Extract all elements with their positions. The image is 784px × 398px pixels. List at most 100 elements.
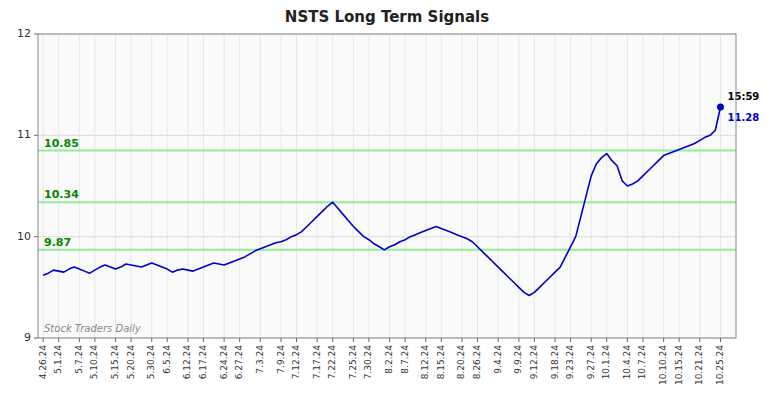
x-grid-line bbox=[555, 34, 556, 338]
x-tick bbox=[151, 338, 152, 342]
y-tick-label: 11 bbox=[17, 128, 31, 141]
x-tick-label: 10.7.24 bbox=[637, 345, 647, 380]
x-tick-label: 8.7.24 bbox=[400, 345, 410, 374]
x-tick-label: 10.21.24 bbox=[694, 345, 704, 385]
x-tick bbox=[498, 338, 499, 342]
x-tick-label: 6.24.24 bbox=[219, 345, 229, 380]
x-tick bbox=[720, 338, 721, 342]
x-tick bbox=[534, 338, 535, 342]
data-layer bbox=[38, 103, 736, 295]
x-tick-label: 7.9.24 bbox=[276, 345, 286, 374]
x-grid-line bbox=[296, 34, 297, 338]
x-tick bbox=[389, 338, 390, 342]
x-tick bbox=[260, 338, 261, 342]
reference-label: 10.34 bbox=[44, 188, 79, 201]
x-tick-label: 5.7.24 bbox=[74, 345, 84, 374]
x-grid-line bbox=[606, 34, 607, 338]
x-grid-line bbox=[405, 34, 406, 338]
x-grid-line bbox=[151, 34, 152, 338]
x-tick-label: 10.15.24 bbox=[674, 345, 684, 385]
x-tick-label: 8.12.24 bbox=[420, 345, 430, 380]
x-tick-label: 6.27.24 bbox=[234, 345, 244, 380]
x-grid-line bbox=[94, 34, 95, 338]
x-tick-label: 10.4.24 bbox=[622, 345, 632, 380]
x-tick-label: 8.20.24 bbox=[456, 345, 466, 380]
x-grid-line bbox=[239, 34, 240, 338]
x-grid-line bbox=[425, 34, 426, 338]
title: NSTS Long Term Signals bbox=[285, 8, 489, 26]
x-grid-line bbox=[79, 34, 80, 338]
x-grid-line bbox=[43, 34, 44, 338]
x-tick bbox=[679, 338, 680, 342]
x-tick-label: 5.20.24 bbox=[126, 345, 136, 380]
last-point-annotation: 11.28 bbox=[727, 112, 759, 123]
x-grid-line bbox=[570, 34, 571, 338]
x-tick-label: 6.17.24 bbox=[198, 345, 208, 380]
x-tick-label: 7.30.24 bbox=[363, 345, 373, 380]
x-grid-line bbox=[115, 34, 116, 338]
x-tick bbox=[606, 338, 607, 342]
x-grid-line bbox=[679, 34, 680, 338]
x-grid-line bbox=[167, 34, 168, 338]
y-grid-line bbox=[38, 135, 736, 136]
x-grid-line bbox=[389, 34, 390, 338]
x-tick bbox=[239, 338, 240, 342]
plot-area bbox=[38, 34, 736, 338]
x-tick bbox=[405, 338, 406, 342]
x-tick bbox=[43, 338, 44, 342]
x-tick-label: 9.9.24 bbox=[513, 345, 523, 374]
x-tick-label: 6.5.24 bbox=[162, 345, 172, 374]
x-tick bbox=[518, 338, 519, 342]
plot-frame bbox=[38, 34, 736, 338]
x-grid-line bbox=[353, 34, 354, 338]
y-tick-label: 12 bbox=[17, 27, 31, 40]
x-grid-line bbox=[332, 34, 333, 338]
x-tick-label: 5.1.24 bbox=[53, 345, 63, 374]
x-grid-line bbox=[591, 34, 592, 338]
x-tick bbox=[663, 338, 664, 342]
x-tick bbox=[627, 338, 628, 342]
x-tick bbox=[353, 338, 354, 342]
x-tick bbox=[591, 338, 592, 342]
x-tick-label: 9.12.24 bbox=[529, 345, 539, 380]
x-tick-label: 9.23.24 bbox=[565, 345, 575, 380]
y-grid-line bbox=[38, 236, 736, 237]
x-tick bbox=[332, 338, 333, 342]
x-tick bbox=[203, 338, 204, 342]
reference-label: 10.85 bbox=[44, 137, 79, 150]
x-tick-label: 10.10.24 bbox=[658, 345, 668, 385]
x-grid-line bbox=[663, 34, 664, 338]
x-tick bbox=[477, 338, 478, 342]
x-tick-label: 7.12.24 bbox=[291, 345, 301, 380]
x-tick-label: 10.1.24 bbox=[601, 345, 611, 380]
x-tick-label: 5.10.24 bbox=[89, 345, 99, 380]
x-tick-label: 7.17.24 bbox=[312, 345, 322, 380]
x-grid-line bbox=[518, 34, 519, 338]
x-grid-line bbox=[461, 34, 462, 338]
y-tick bbox=[34, 34, 38, 35]
x-tick-label: 8.2.24 bbox=[384, 345, 394, 374]
x-tick bbox=[461, 338, 462, 342]
x-tick-label: 9.18.24 bbox=[550, 345, 560, 380]
x-tick-label: 5.15.24 bbox=[110, 345, 120, 380]
y-tick bbox=[34, 135, 38, 136]
x-grid-line bbox=[498, 34, 499, 338]
x-tick-label: 7.3.24 bbox=[255, 345, 265, 374]
x-tick bbox=[79, 338, 80, 342]
x-tick bbox=[570, 338, 571, 342]
reference-line bbox=[38, 150, 736, 152]
x-grid-line bbox=[187, 34, 188, 338]
x-tick bbox=[224, 338, 225, 342]
x-tick bbox=[167, 338, 168, 342]
y-tick-label: 10 bbox=[17, 230, 31, 243]
x-tick-label: 9.27.24 bbox=[586, 345, 596, 380]
x-grid-line bbox=[441, 34, 442, 338]
x-tick bbox=[555, 338, 556, 342]
x-tick bbox=[317, 338, 318, 342]
reference-label: 9.87 bbox=[44, 236, 71, 249]
x-tick bbox=[368, 338, 369, 342]
x-tick-label: 10.25.24 bbox=[715, 345, 725, 385]
x-grid-line bbox=[477, 34, 478, 338]
watermark: Stock Traders Daily bbox=[44, 323, 142, 334]
x-tick bbox=[441, 338, 442, 342]
